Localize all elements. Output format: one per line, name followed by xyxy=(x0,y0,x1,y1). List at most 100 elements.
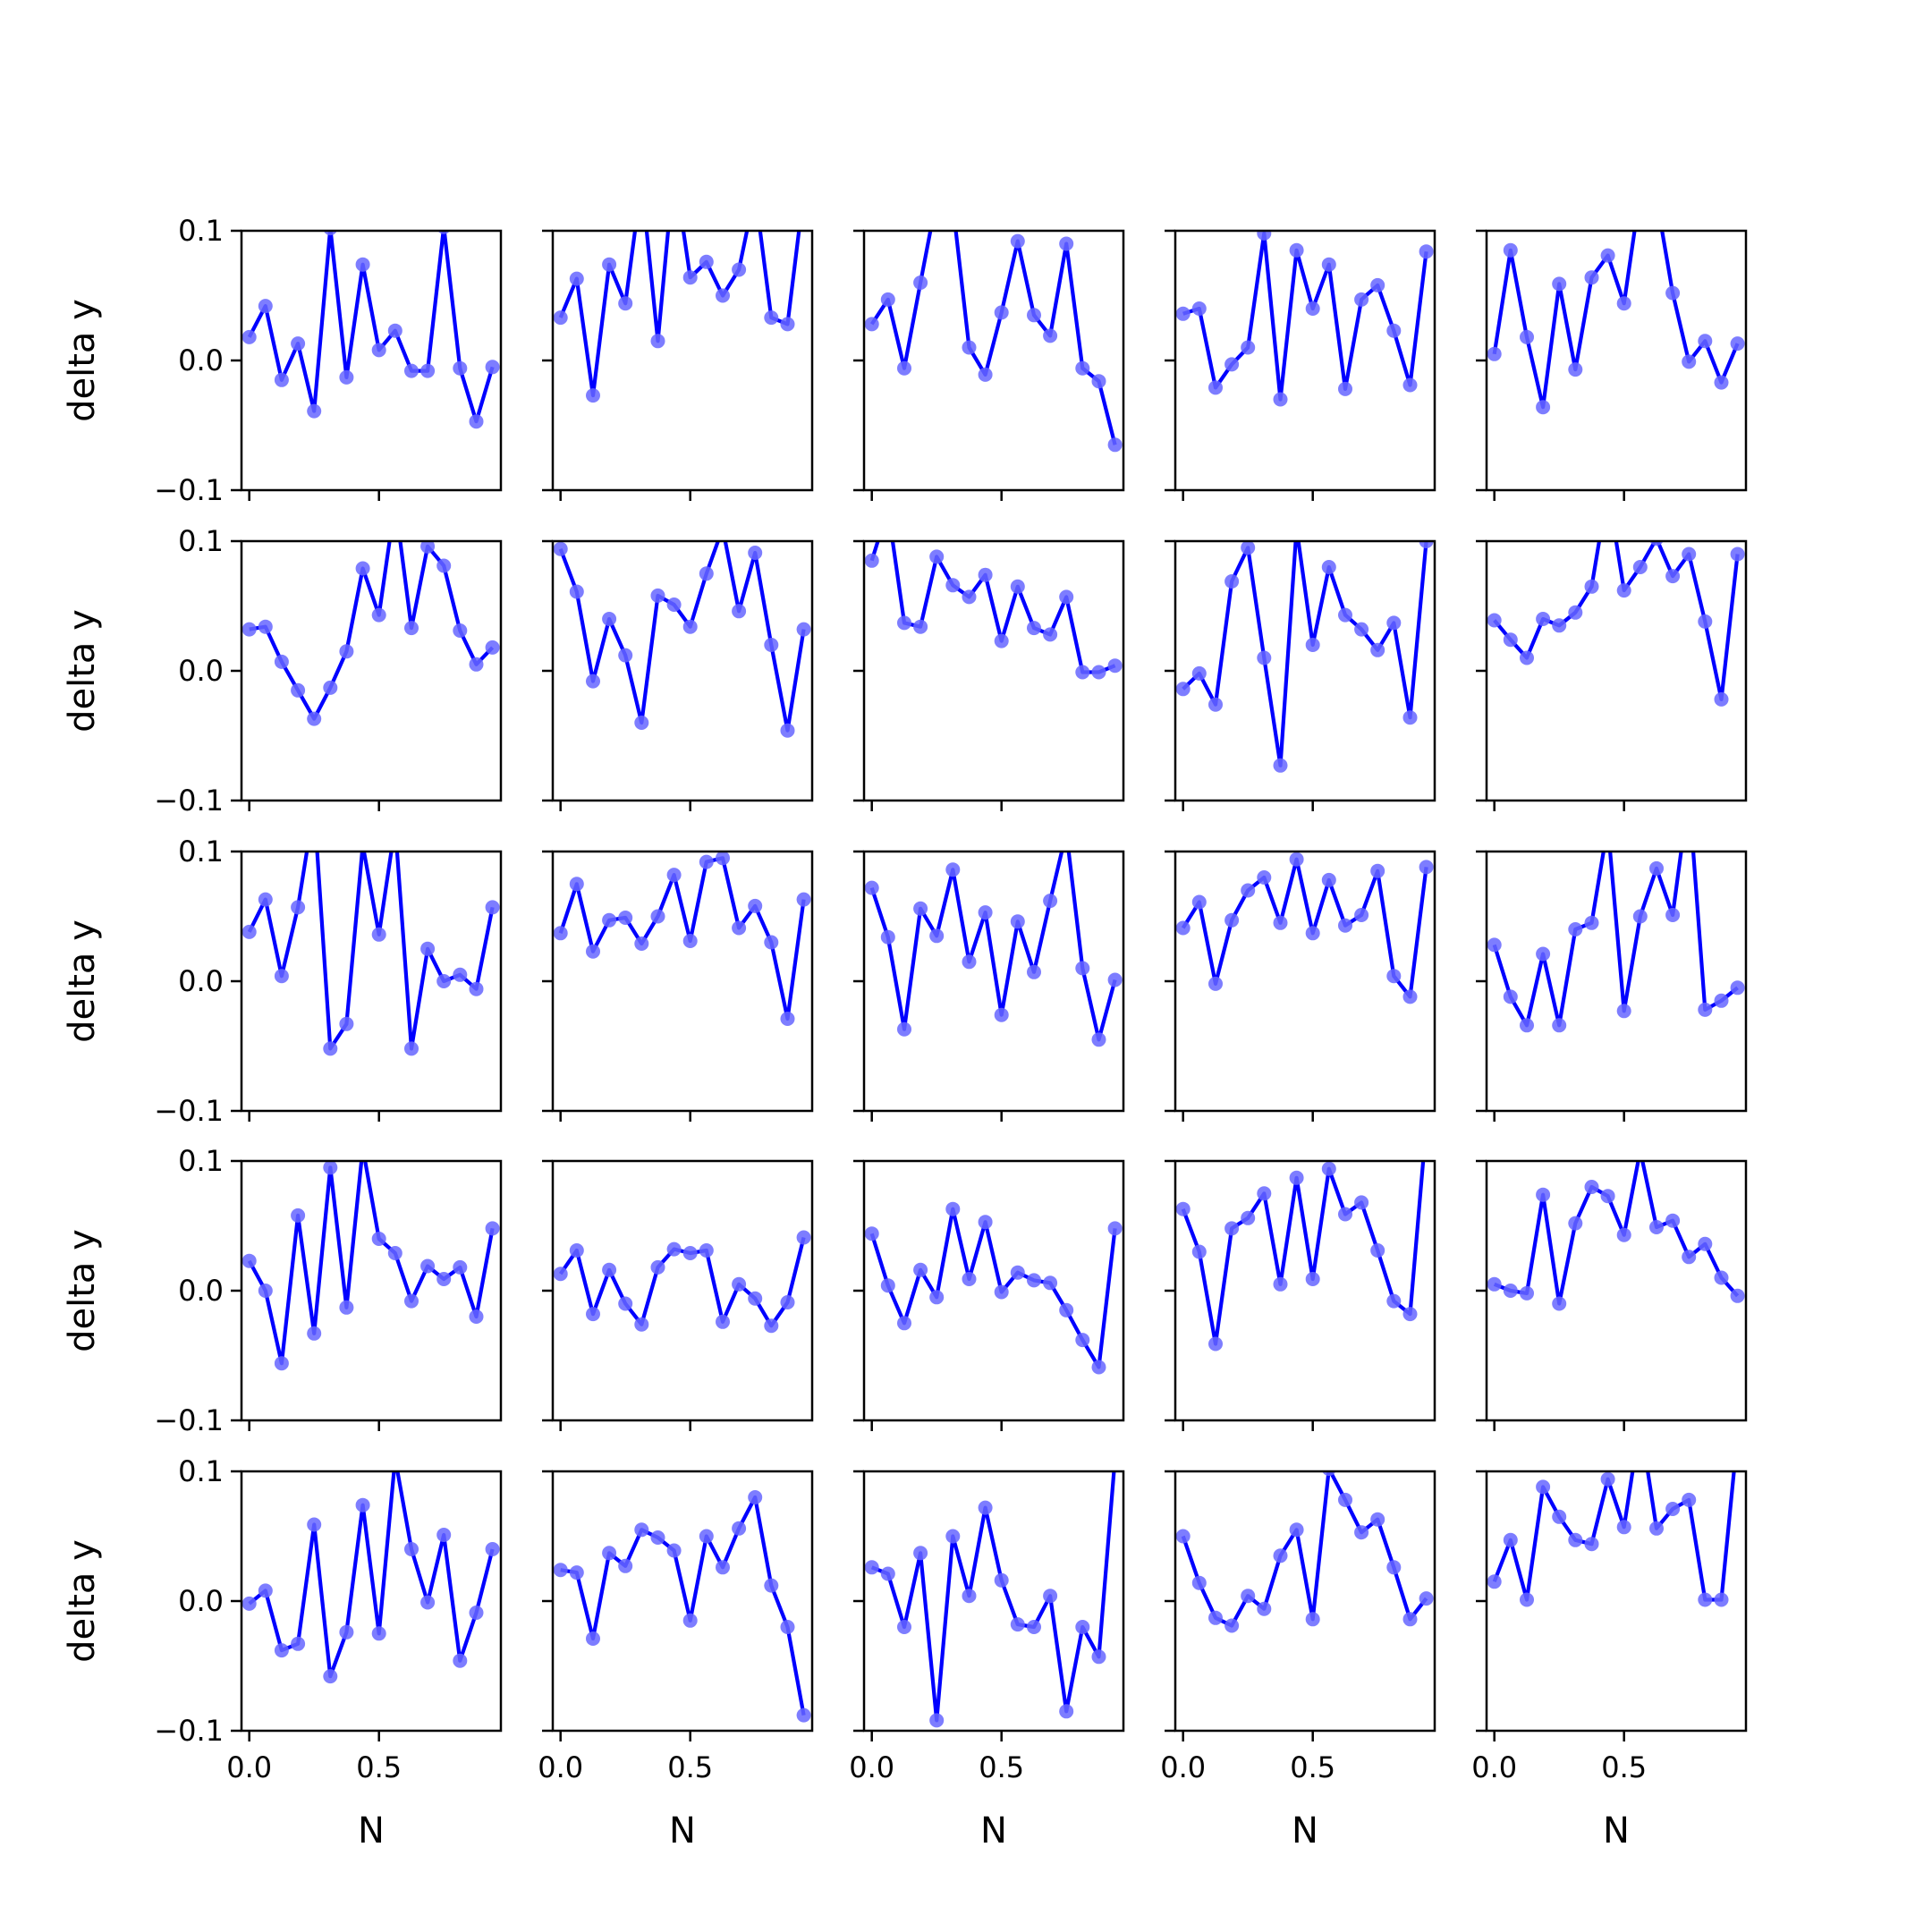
data-point xyxy=(732,262,747,277)
data-point xyxy=(1600,1471,1615,1487)
data-point xyxy=(699,854,714,869)
data-point xyxy=(682,934,698,948)
y-tick-label: −0.1 xyxy=(154,1094,224,1128)
data-point xyxy=(1010,914,1025,929)
subplot-r4-c3 xyxy=(853,1159,1125,1431)
data-point xyxy=(1241,883,1256,898)
data-point xyxy=(1370,863,1385,878)
data-point xyxy=(274,372,289,387)
data-point xyxy=(880,292,895,307)
data-point xyxy=(796,1707,811,1723)
data-point xyxy=(1107,1221,1123,1236)
data-point xyxy=(453,1259,468,1275)
data-point xyxy=(1043,627,1058,642)
data-point xyxy=(1730,980,1745,996)
data-point xyxy=(929,1290,945,1305)
data-point xyxy=(1027,621,1041,636)
data-point xyxy=(323,231,337,236)
data-point xyxy=(994,633,1009,648)
data-point xyxy=(994,305,1009,320)
subplot-r4-c5 xyxy=(1476,1159,1748,1431)
series-line xyxy=(247,852,495,1051)
data-point xyxy=(1552,276,1567,292)
data-point xyxy=(748,1490,763,1504)
data-point xyxy=(796,892,811,907)
series-line xyxy=(1181,857,1428,999)
data-point xyxy=(1649,541,1664,547)
data-point xyxy=(1616,1227,1631,1242)
data-point xyxy=(732,1521,747,1536)
data-point xyxy=(553,541,568,556)
data-point xyxy=(1536,612,1551,626)
data-point xyxy=(1027,1273,1041,1288)
data-point xyxy=(291,1208,306,1223)
data-point xyxy=(1714,1270,1729,1285)
data-point xyxy=(929,928,945,944)
data-point xyxy=(469,657,484,672)
data-point xyxy=(1386,1560,1402,1575)
data-point xyxy=(371,927,386,942)
data-point xyxy=(1487,937,1502,953)
data-point xyxy=(634,1522,649,1538)
data-point xyxy=(1091,665,1106,680)
series-line xyxy=(869,852,1117,1042)
data-point xyxy=(945,578,961,593)
data-point xyxy=(1027,1620,1041,1634)
data-point xyxy=(339,369,354,385)
data-point xyxy=(371,343,386,358)
data-point xyxy=(1632,560,1648,574)
data-point xyxy=(1321,560,1336,574)
subplot-r5-c4: 0.0 0.5 N xyxy=(1160,1470,1436,1852)
y-axis-label: delta y xyxy=(62,1229,103,1352)
series-line xyxy=(248,1471,495,1679)
series-line xyxy=(247,231,495,424)
data-point xyxy=(1386,1293,1402,1309)
data-point xyxy=(962,340,977,355)
data-point xyxy=(1107,437,1123,453)
data-point xyxy=(387,323,402,338)
data-point xyxy=(1191,1244,1207,1259)
data-point xyxy=(1402,377,1418,393)
data-point xyxy=(242,329,257,344)
data-point xyxy=(1584,1180,1599,1194)
data-point xyxy=(1487,1276,1502,1292)
data-point xyxy=(339,644,354,659)
x-tick-label: 0.5 xyxy=(667,1750,713,1784)
data-point xyxy=(682,1613,698,1628)
y-tick-label: 0.0 xyxy=(178,343,224,377)
data-point xyxy=(1338,1492,1352,1507)
data-point xyxy=(1175,306,1191,321)
data-point xyxy=(1175,1201,1191,1216)
data-point xyxy=(1241,340,1256,355)
data-point xyxy=(1568,1216,1583,1231)
data-point xyxy=(650,588,665,603)
series-line xyxy=(870,1471,1116,1723)
data-point xyxy=(764,638,779,652)
x-tick-label: 0.5 xyxy=(356,1750,402,1784)
data-point xyxy=(1305,638,1320,652)
data-point xyxy=(962,954,977,970)
data-point xyxy=(1305,1272,1320,1286)
data-point xyxy=(732,1276,747,1292)
data-point xyxy=(242,1596,257,1611)
data-point xyxy=(1520,1285,1534,1301)
data-point xyxy=(586,388,600,403)
data-point xyxy=(569,877,584,892)
data-point xyxy=(553,1563,568,1578)
data-point xyxy=(1698,1236,1713,1251)
data-point xyxy=(1730,547,1745,562)
subplot-r2-c4 xyxy=(1165,539,1436,811)
data-point xyxy=(1503,989,1518,1004)
data-point xyxy=(1091,1649,1106,1665)
data-point xyxy=(1107,658,1123,674)
data-point xyxy=(420,1595,436,1610)
data-point xyxy=(1208,1610,1223,1625)
data-point xyxy=(1698,1002,1713,1017)
data-point xyxy=(978,1215,993,1230)
data-point xyxy=(1257,231,1272,241)
data-point xyxy=(307,1326,322,1341)
data-point xyxy=(880,1566,895,1581)
y-axis-label: delta y xyxy=(62,299,103,422)
series-line xyxy=(247,1161,495,1366)
